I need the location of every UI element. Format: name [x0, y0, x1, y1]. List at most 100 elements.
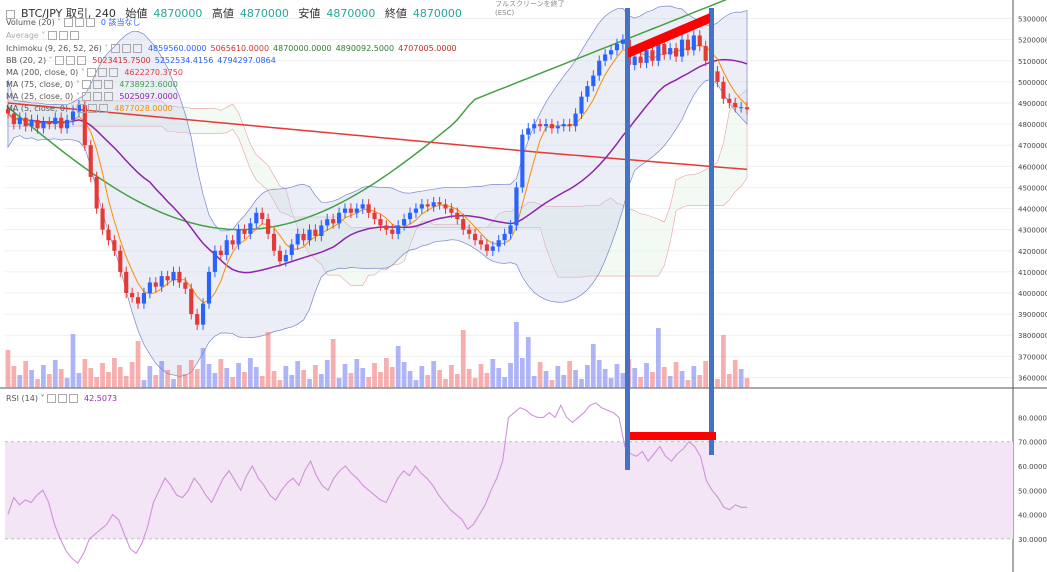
legend-toggle-icon[interactable]	[82, 92, 92, 101]
legend-toggle-icon[interactable]	[132, 44, 142, 53]
volume-bar	[502, 377, 507, 388]
legend-toggle-icon[interactable]	[82, 80, 92, 89]
legend-value: 4859560.0000	[147, 44, 207, 53]
legend-menu-icon[interactable]: ˅	[78, 68, 88, 77]
legend-toggle-icon[interactable]	[110, 44, 120, 53]
legend-toggle-icon[interactable]	[69, 31, 79, 40]
rsi-legend[interactable]: RSI (14) ˅ 42.5073	[6, 393, 117, 404]
candle-body	[591, 75, 596, 87]
legend-toggle-icon[interactable]	[63, 18, 73, 27]
candle-body	[277, 250, 283, 262]
legend-menu-icon[interactable]: ˅	[73, 92, 83, 101]
legend-value: 4870000.0000	[273, 44, 332, 53]
candle-body	[638, 56, 643, 63]
collapse-icon[interactable]	[6, 9, 15, 19]
legend-toggle-icon[interactable]	[109, 68, 119, 77]
candle-body	[112, 240, 117, 251]
legend-toggle-icon[interactable]	[66, 56, 76, 65]
candle-body	[739, 107, 744, 109]
candle-body	[301, 233, 306, 241]
volume-bar	[324, 360, 330, 388]
candle-body	[372, 212, 377, 220]
volume-bar	[614, 364, 620, 388]
candle-body	[135, 297, 141, 304]
volume-bar	[602, 369, 608, 388]
legend-toggle-icon[interactable]	[88, 104, 98, 113]
legend-0[interactable]: Volume (20) ˅ 0 該当なし	[6, 17, 140, 28]
legend-toggle-icon[interactable]	[58, 31, 68, 40]
volume-bar	[744, 378, 750, 388]
volume-bar	[478, 364, 484, 388]
legend-menu-icon[interactable]: ˅	[54, 18, 64, 27]
y-tick-label: 4200000	[1018, 248, 1047, 256]
legend-toggle-icon[interactable]	[93, 92, 103, 101]
candle-body	[407, 212, 413, 220]
legend-toggle-icon[interactable]	[77, 56, 87, 65]
volume-bar	[147, 366, 153, 388]
candle-body	[29, 119, 34, 127]
volume-bar	[585, 365, 590, 388]
candle-body	[727, 98, 732, 103]
candle-body	[478, 240, 484, 245]
legend-toggle-icon[interactable]	[47, 394, 57, 403]
legend-menu-icon[interactable]: ˅	[46, 56, 56, 65]
y-tick-label: 3800000	[1018, 332, 1047, 340]
candle-body	[455, 212, 460, 220]
close-value: 4870000	[412, 7, 462, 20]
legend-menu-icon[interactable]: ˅	[38, 31, 48, 40]
fullscreen-tooltip: フルスクリーンを終了 (ESC)	[495, 0, 565, 18]
legend-toggle-icon[interactable]	[104, 92, 114, 101]
candle-body	[76, 105, 81, 112]
candle-body	[171, 271, 176, 281]
legend-toggle-icon[interactable]	[55, 56, 65, 65]
close-label: 終値	[384, 7, 407, 20]
legend-toggle-icon[interactable]	[98, 68, 108, 77]
legend-1[interactable]: Average ˅	[6, 30, 81, 41]
legend-toggle-icon[interactable]	[104, 80, 114, 89]
candle-body	[165, 276, 170, 281]
ichimoku-cloud	[7, 88, 748, 286]
candle-body	[295, 233, 300, 245]
legend-menu-icon[interactable]: ˅	[68, 104, 78, 113]
legend-toggle-icon[interactable]	[47, 31, 57, 40]
legend-toggle-icon[interactable]	[77, 104, 87, 113]
candle-body	[674, 48, 679, 57]
volume-bar	[117, 367, 123, 388]
candle-body	[70, 111, 76, 120]
candle-body	[201, 303, 206, 325]
volume-bar	[342, 364, 348, 388]
legend-2[interactable]: Ichimoku (9, 26, 52, 26) ˅ 4859560.0000 5…	[6, 43, 457, 54]
legend-4[interactable]: MA (200, close, 0) ˅ 4622270.3750	[6, 67, 183, 78]
legend-5[interactable]: MA (75, close, 0) ˅ 4738923.6000	[6, 79, 178, 90]
legend-6[interactable]: MA (25, close, 0) ˅ 5025097.0000	[6, 91, 178, 102]
candle-body	[697, 35, 702, 46]
candle-body	[437, 202, 442, 205]
legend-toggle-icon[interactable]	[121, 44, 131, 53]
legend-toggle-icon[interactable]	[87, 68, 97, 77]
legend-toggle-icon[interactable]	[74, 18, 84, 27]
volume-bar	[29, 370, 34, 388]
legend-toggle-icon[interactable]	[69, 394, 79, 403]
legend-3[interactable]: BB (20, 2) ˅ 5023415.7500 5252534.4156 479…	[6, 55, 276, 66]
legend-toggle-icon[interactable]	[85, 18, 95, 27]
volume-bar	[271, 371, 277, 388]
legend-menu-icon[interactable]: ˅	[101, 44, 111, 53]
volume-bar	[395, 346, 401, 388]
legend-toggle-icon[interactable]	[58, 394, 68, 403]
y-tick-label: 3900000	[1018, 311, 1047, 319]
volume-bar	[295, 361, 301, 388]
candle-body	[526, 128, 531, 135]
volume-bar	[466, 369, 472, 388]
volume-bar	[407, 371, 413, 388]
legend-toggle-icon[interactable]	[93, 80, 103, 89]
legend-toggle-icon[interactable]	[99, 104, 109, 113]
legend-menu-icon[interactable]: ˅	[73, 80, 83, 89]
y-tick-label: 5100000	[1018, 58, 1047, 66]
volume-bar	[159, 361, 165, 388]
y-tick-label: 3600000	[1018, 374, 1047, 382]
legend-7[interactable]: MA (5, close, 0) ˅ 4877028.0000	[6, 103, 173, 114]
bollinger-band	[7, 5, 748, 377]
candle-body	[313, 229, 318, 236]
legend-value: 4707005.0000	[398, 44, 457, 53]
